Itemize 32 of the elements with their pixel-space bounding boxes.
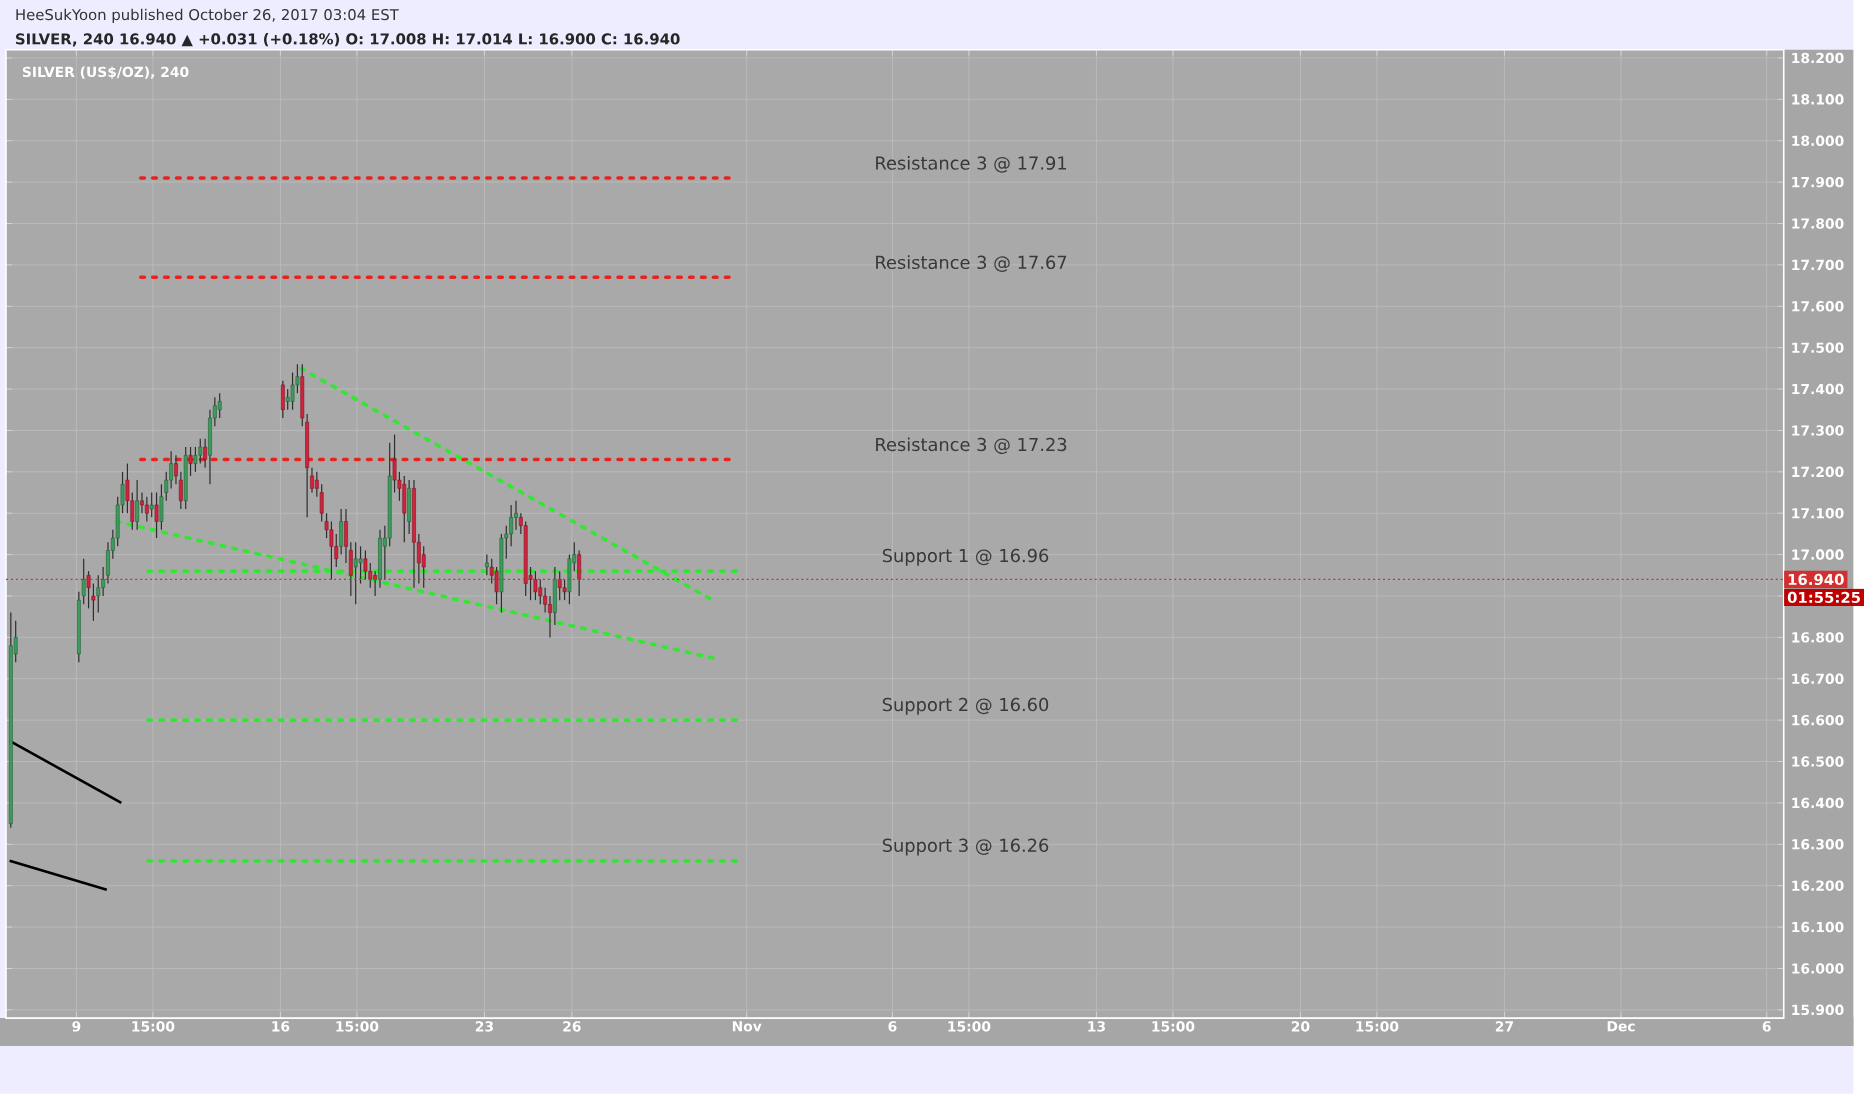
text: Resistance 3 @ 17.67 <box>876 255 1067 273</box>
text: Resistance 3 @ 17.91 <box>876 156 1067 173</box>
candlestick <box>183 446 188 510</box>
candlestick <box>154 492 159 539</box>
candlestick <box>562 578 567 601</box>
candlestick <box>198 438 203 465</box>
candlestick <box>135 479 140 531</box>
candlestick <box>484 554 489 577</box>
candlestick <box>402 475 407 543</box>
candlestick <box>290 372 295 411</box>
candlestick <box>329 521 334 581</box>
text: Support 3 @ 16.26 <box>882 838 1049 856</box>
candlestick <box>193 446 198 473</box>
candlestick <box>557 570 562 601</box>
text: Support 1 @ 16.96 <box>882 549 1049 566</box>
candlestick <box>96 574 101 614</box>
candlestick <box>280 380 285 419</box>
candlestick <box>533 570 538 601</box>
candlestick <box>188 446 193 477</box>
candlestick <box>285 388 290 411</box>
text: Support 2 @ 16.60 <box>882 697 1049 715</box>
candlestick <box>149 492 154 519</box>
candlestick <box>217 392 222 419</box>
candlestick <box>358 545 363 585</box>
text: Resistance 3 @ 17.23 <box>876 437 1067 455</box>
candlestick <box>144 496 149 523</box>
candlestick <box>577 550 582 597</box>
candlestick <box>538 578 543 606</box>
candlestick <box>363 550 368 581</box>
candlestick <box>378 529 382 589</box>
candlestick <box>353 541 358 606</box>
candlestick <box>494 566 499 606</box>
